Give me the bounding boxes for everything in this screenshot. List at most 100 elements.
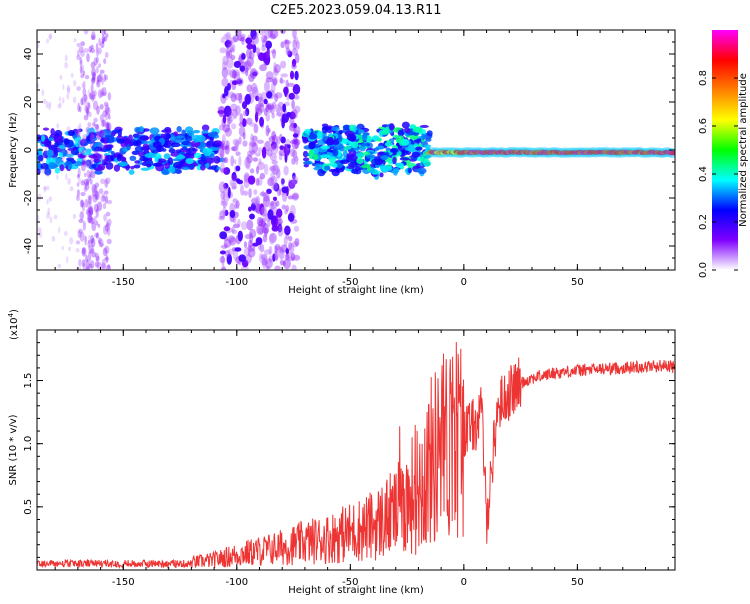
- heatmap-cell: [82, 80, 86, 89]
- heatmap-cell: [98, 72, 103, 83]
- heatmap-cell: [96, 79, 101, 88]
- heatmap-cell: [287, 179, 292, 191]
- heatmap-cell: [230, 103, 238, 112]
- heatmap-cell: [231, 171, 237, 182]
- heatmap-cell: [239, 65, 246, 72]
- heatmap-cell: [267, 177, 274, 187]
- colorbar-ticks: 0.0 0.2 0.4 0.6 0.8: [698, 70, 738, 278]
- x-tick-label: -50: [342, 277, 358, 288]
- heatmap-cell: [335, 168, 345, 173]
- snr-y-multiplier: (x104): [7, 309, 20, 340]
- heatmap-cell: [225, 140, 231, 150]
- heatmap-cell: [58, 226, 61, 234]
- heatmap-cell: [72, 96, 77, 104]
- heatmap-cell: [53, 134, 64, 143]
- heatmap-cell: [236, 77, 244, 87]
- heatmap-cell: [84, 236, 88, 242]
- heatmap-cell: [330, 140, 340, 145]
- heatmap-cell: [86, 127, 96, 134]
- heatmap-cell: [89, 170, 93, 178]
- heatmap-cell: [87, 206, 93, 214]
- heatmap-cell: [95, 220, 99, 226]
- heatmap-cell: [284, 40, 292, 45]
- heatmap-cell: [263, 98, 268, 105]
- heatmap-cell: [247, 247, 256, 258]
- heatmap-cell: [261, 190, 265, 197]
- snr-plot-area: [37, 330, 675, 570]
- heatmap-cell: [284, 253, 290, 261]
- heatmap-cell: [399, 157, 410, 161]
- heatmap-cell: [79, 139, 89, 147]
- heatmap-cell: [82, 249, 86, 257]
- heatmap-cell: [320, 154, 331, 159]
- heatmap-cell: [400, 138, 410, 146]
- y-tick-label: 0.5: [23, 499, 34, 515]
- heatmap-cell: [397, 129, 405, 137]
- heatmap-cell: [287, 195, 294, 200]
- heatmap-cell: [63, 163, 66, 171]
- heatmap-cell: [93, 215, 97, 223]
- heatmap-cell: [91, 163, 97, 169]
- heatmap-cell: [265, 71, 274, 80]
- heatmap-cell: [92, 90, 97, 97]
- heatmap-cell: [58, 96, 62, 102]
- heatmap-cell: [275, 168, 281, 179]
- heatmap-cell: [257, 102, 265, 108]
- heatmap-cell: [90, 234, 94, 244]
- heatmap-cell: [328, 168, 336, 173]
- heatmap-cell: [239, 113, 244, 125]
- heatmap-cell: [83, 48, 89, 53]
- heatmap-cell: [274, 93, 279, 103]
- heatmap-cell: [44, 141, 52, 148]
- heatmap-cell: [239, 33, 246, 39]
- heatmap-cell: [293, 123, 297, 129]
- y-tick-label: 20: [23, 96, 34, 109]
- heatmap-cell: [359, 145, 366, 152]
- heatmap-cell: [42, 127, 50, 131]
- heatmap-cell: [294, 155, 299, 166]
- heatmap-cell: [291, 193, 299, 201]
- heatmap-cell: [280, 60, 287, 69]
- heatmap-cell: [270, 200, 275, 207]
- heatmap-cell: [91, 77, 96, 83]
- heatmap-cell: [90, 126, 95, 135]
- heatmap-cell: [392, 156, 397, 165]
- heatmap-cell: [87, 102, 91, 110]
- heatmap-cell: [272, 215, 277, 225]
- heatmap-cell: [290, 179, 296, 189]
- heatmap-cell: [46, 185, 50, 191]
- heatmap-cell: [338, 129, 344, 134]
- heatmap-cell: [236, 35, 245, 42]
- heatmap-cell: [76, 173, 80, 179]
- heatmap-cell: [98, 142, 102, 152]
- heatmap-cell: [102, 110, 108, 117]
- heatmap-cell: [259, 172, 266, 180]
- heatmap-cell: [225, 31, 232, 41]
- heatmap-cell: [404, 146, 415, 152]
- heatmap-cell: [54, 167, 61, 174]
- y-tick-label: -20: [23, 190, 34, 206]
- heatmap-cell: [349, 124, 355, 132]
- x-tick-label: 50: [571, 577, 584, 588]
- heatmap-cell: [90, 156, 94, 166]
- heatmap-cell: [101, 30, 106, 36]
- heatmap-cell: [257, 161, 265, 171]
- heatmap-cell: [81, 149, 85, 158]
- heatmap-cell: [274, 245, 278, 255]
- heatmap-cell: [80, 199, 84, 208]
- heatmap-cell: [105, 134, 115, 138]
- heatmap-cell: [185, 135, 193, 142]
- heatmap-cell: [81, 178, 85, 184]
- heatmap-cell: [88, 207, 94, 217]
- heatmap-cell: [259, 116, 265, 127]
- heatmap-cell: [315, 163, 321, 169]
- heatmap-cell: [81, 64, 84, 74]
- heatmap-cell: [105, 122, 110, 129]
- heatmap-cell: [275, 218, 284, 225]
- heatmap-cell: [257, 92, 263, 103]
- heatmap-cell: [291, 175, 299, 185]
- heatmap-cell: [267, 209, 274, 220]
- heatmap-cell: [222, 55, 229, 66]
- heatmap-cell: [250, 133, 254, 145]
- heatmap-cell: [380, 155, 389, 161]
